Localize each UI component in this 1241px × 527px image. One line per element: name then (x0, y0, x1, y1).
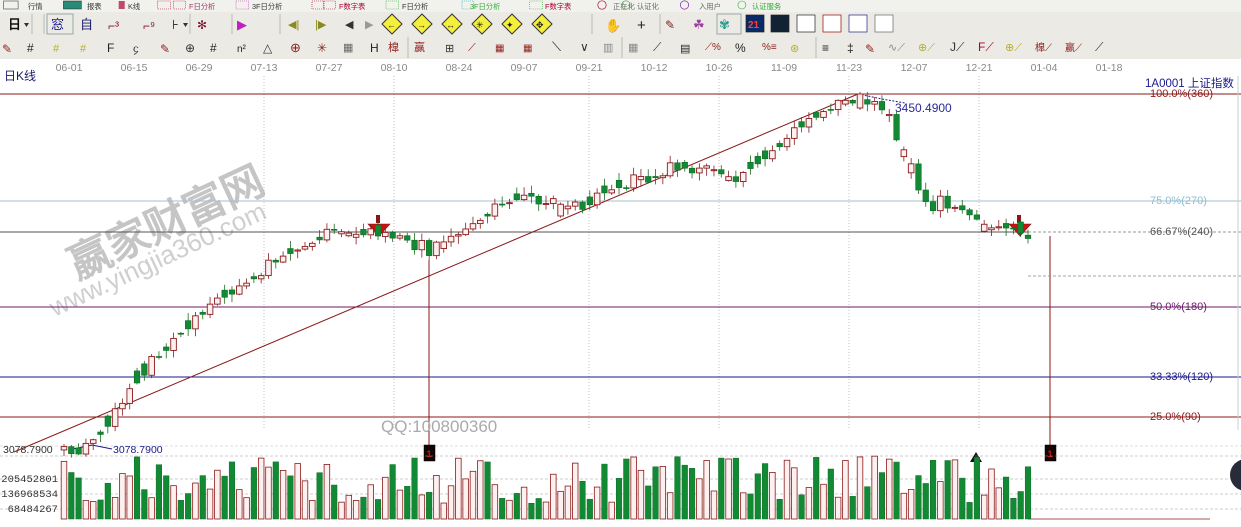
svg-text:06-15: 06-15 (121, 62, 148, 74)
svg-text:25.0%(90): 25.0%(90) (1150, 411, 1201, 423)
svg-text:12-21: 12-21 (966, 62, 993, 74)
svg-text:07-27: 07-27 (316, 62, 343, 74)
svg-text:100.0%(360): 100.0%(360) (1150, 88, 1213, 100)
svg-text:10-26: 10-26 (706, 62, 733, 74)
svg-text:06-01: 06-01 (56, 62, 83, 74)
svg-text:33.33%(120): 33.33%(120) (1150, 371, 1213, 383)
svg-text:09-07: 09-07 (511, 62, 538, 74)
svg-text:68484267: 68484267 (8, 504, 58, 516)
svg-text:50.0%(180): 50.0%(180) (1150, 301, 1207, 313)
svg-text:QQ:100800360: QQ:100800360 (381, 417, 497, 436)
svg-text:136968534: 136968534 (1, 489, 58, 501)
svg-text:1: 1 (426, 449, 432, 460)
svg-text:3078.7900: 3078.7900 (3, 444, 53, 456)
svg-text:08-24: 08-24 (446, 62, 473, 74)
svg-text:10-12: 10-12 (641, 62, 668, 74)
svg-text:66.67%(240): 66.67%(240) (1150, 226, 1213, 238)
svg-text:01-18: 01-18 (1096, 62, 1123, 74)
svg-text:12-07: 12-07 (901, 62, 928, 74)
svg-text:11-09: 11-09 (771, 62, 797, 74)
svg-text:08-10: 08-10 (381, 62, 408, 74)
svg-text:1: 1 (1047, 449, 1053, 460)
svg-text:205452801: 205452801 (1, 474, 58, 486)
svg-text:01-04: 01-04 (1031, 62, 1058, 74)
svg-text:11-23: 11-23 (836, 62, 862, 74)
svg-text:09-21: 09-21 (576, 62, 603, 74)
svg-text:日K线: 日K线 (4, 69, 36, 83)
svg-text:06-29: 06-29 (186, 62, 213, 74)
svg-text:75.0%(270): 75.0%(270) (1150, 195, 1207, 207)
svg-text:3078.7900: 3078.7900 (113, 444, 163, 456)
svg-text:07-13: 07-13 (251, 62, 278, 74)
